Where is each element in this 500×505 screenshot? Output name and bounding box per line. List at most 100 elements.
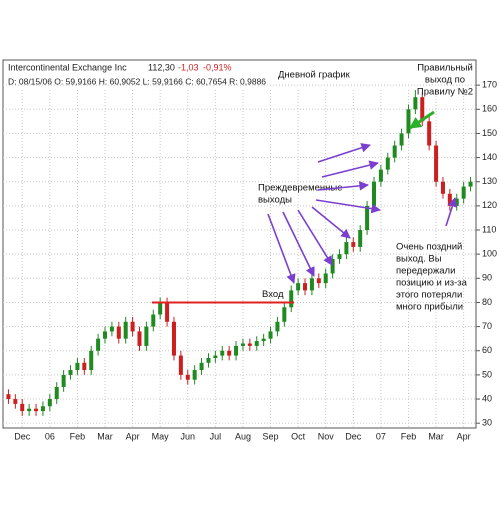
- candle-body: [268, 331, 273, 339]
- candle-body: [123, 321, 128, 339]
- candle-body: [434, 145, 439, 182]
- candle-body: [399, 133, 404, 146]
- candle-body: [468, 181, 473, 187]
- candle-body: [165, 302, 170, 322]
- candle-body: [171, 321, 176, 356]
- x-tick-label: Feb: [401, 431, 417, 441]
- candle-body: [185, 374, 190, 380]
- x-tick-label: Mar: [428, 431, 444, 441]
- y-tick-label: 60: [482, 345, 492, 355]
- annotation-line: Очень поздний: [396, 242, 462, 253]
- x-tick-label: Jun: [181, 431, 196, 441]
- candle-body: [461, 186, 466, 199]
- candle-body: [47, 399, 52, 407]
- correct-exit-arrow: [409, 110, 435, 130]
- annotation-line: выход по: [425, 75, 465, 86]
- candle-body: [40, 406, 45, 412]
- candle-body: [344, 242, 349, 255]
- candle-body: [296, 283, 301, 291]
- x-tick-label: Aug: [235, 431, 251, 441]
- y-tick-label: 150: [482, 128, 497, 138]
- candle-body: [220, 350, 225, 356]
- y-tick-label: 160: [482, 104, 497, 114]
- candle-body: [420, 97, 425, 122]
- candle-body: [27, 408, 32, 412]
- candle-body: [289, 290, 294, 308]
- x-tick-label: 07: [376, 431, 386, 441]
- candle-body: [137, 331, 142, 346]
- x-tick-label: Nov: [318, 431, 335, 441]
- x-tick-label: Dec: [345, 431, 362, 441]
- candle-body: [234, 345, 239, 356]
- x-tick-label: 06: [45, 431, 55, 441]
- company: Intercontinental Exchange Inc: [8, 62, 127, 72]
- x-tick-label: May: [152, 431, 170, 441]
- candle-body: [440, 181, 445, 194]
- candle-body: [316, 278, 321, 284]
- candle-body: [75, 362, 80, 371]
- x-tick-label: Mar: [97, 431, 113, 441]
- candle-body: [6, 394, 11, 400]
- candle-body: [89, 350, 94, 371]
- candle-body: [82, 362, 87, 371]
- annotation-line: позицию и из-за: [396, 278, 468, 289]
- annotation-line: Преждевременные: [258, 183, 343, 194]
- y-tick-label: 140: [482, 152, 497, 162]
- candle-body: [365, 205, 370, 231]
- x-tick-label: Feb: [70, 431, 86, 441]
- plot-frame: [2, 59, 477, 429]
- candle-body: [199, 362, 204, 371]
- candle-body: [337, 254, 342, 259]
- candle-body: [261, 338, 266, 342]
- candle-body: [351, 242, 356, 247]
- x-tick-label: Oct: [291, 431, 306, 441]
- candle-body: [144, 326, 149, 346]
- y-tick-label: 120: [482, 200, 497, 210]
- candle-body: [192, 370, 197, 380]
- candle-body: [254, 341, 259, 346]
- candle-body: [427, 121, 432, 146]
- chart-title: Дневной график: [278, 70, 351, 81]
- annotation-line: выход. Вы: [396, 254, 442, 265]
- premature-arrows: [267, 143, 457, 284]
- candle-body: [158, 302, 163, 315]
- y-tick-label: 130: [482, 176, 497, 186]
- candle-body: [303, 283, 308, 291]
- y-tick-label: 40: [482, 393, 492, 403]
- candle-body: [309, 278, 314, 291]
- candle-body: [116, 326, 121, 339]
- candle-body: [275, 321, 280, 332]
- candle-body: [151, 314, 156, 327]
- annotation-line: много прибыли: [396, 302, 463, 313]
- candle-body: [323, 273, 328, 284]
- y-tick-label: 30: [482, 418, 492, 428]
- candle-body: [178, 355, 183, 375]
- candle-body: [385, 157, 390, 170]
- candle-body: [68, 370, 73, 375]
- y-tick-label: 90: [482, 273, 492, 283]
- y-tick-label: 110: [482, 224, 496, 234]
- candle-body: [61, 374, 66, 387]
- y-tick-label: 50: [482, 369, 492, 379]
- candle-body: [103, 331, 108, 339]
- annotation-line: передержали: [396, 266, 455, 277]
- candle-body: [282, 307, 287, 322]
- y-tick-label: 70: [482, 321, 492, 331]
- candle-body: [206, 357, 211, 363]
- candle-body: [378, 169, 383, 182]
- annotation-line: выходы: [258, 195, 292, 206]
- entry-label: Вход: [262, 289, 284, 300]
- candle-body: [13, 399, 18, 404]
- y-tick-label: 80: [482, 297, 492, 307]
- x-tick-label: Apr: [457, 431, 471, 441]
- candle-body: [96, 338, 101, 351]
- candle-body: [447, 193, 452, 206]
- annotation-line: этого потеряли: [396, 290, 462, 301]
- candle-body: [392, 145, 397, 158]
- candle-body: [34, 408, 39, 412]
- change: -1,03: [178, 62, 199, 72]
- candle-body: [54, 386, 59, 400]
- candle-body: [240, 343, 245, 346]
- y-tick-label: 100: [482, 249, 497, 259]
